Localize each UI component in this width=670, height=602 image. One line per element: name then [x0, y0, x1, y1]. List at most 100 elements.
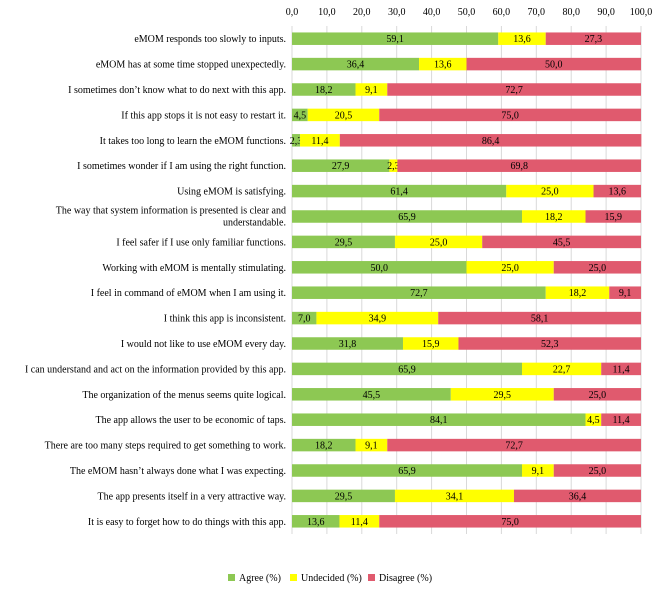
- category-label: eMOM has at some time stopped unexpected…: [96, 60, 286, 71]
- data-label: 72,7: [410, 288, 428, 299]
- data-label: 2,3: [290, 136, 303, 147]
- data-label: 25,0: [589, 263, 607, 274]
- bar-segment: [402, 337, 459, 350]
- category-label: I feel in command of eMOM when I am usin…: [91, 288, 286, 299]
- data-label: 27,3: [585, 34, 603, 45]
- data-label: 45,5: [363, 390, 381, 401]
- bar-segment: [593, 184, 641, 198]
- category-label: I feel safer if I use only familiar func…: [116, 237, 286, 248]
- data-label: 65,9: [398, 466, 416, 477]
- bar-segment: [292, 286, 546, 299]
- category-label: Using eMOM is satisfying.: [177, 187, 286, 198]
- bar-segment: [292, 235, 395, 249]
- bar-segment: [292, 159, 390, 172]
- data-label: 59,1: [386, 34, 404, 45]
- x-tick-label: 80,0: [562, 7, 580, 18]
- x-tick-label: 50,0: [458, 7, 476, 18]
- bar-segment: [292, 438, 356, 452]
- bar-segment: [394, 489, 514, 503]
- data-label: 15,9: [605, 212, 623, 223]
- data-label: 13,6: [307, 517, 325, 528]
- bar-segment: [307, 108, 380, 122]
- data-label: 11,4: [311, 136, 328, 147]
- data-label: 72,7: [505, 441, 523, 452]
- x-tick-label: 40,0: [423, 7, 441, 18]
- data-label: 86,4: [482, 136, 500, 147]
- bar-segment: [292, 184, 507, 198]
- bar-segment: [292, 311, 317, 325]
- data-label: 25,0: [589, 466, 607, 477]
- data-label: 36,4: [569, 491, 587, 502]
- x-tick-label: 20,0: [353, 7, 371, 18]
- category-label: It takes too long to learn the eMOM func…: [100, 136, 286, 147]
- x-axis-ticks: 0,0 10,0 20,0 30,0 40,0 50,0 60,0 70,0 80,0 90,0 1…: [286, 7, 653, 18]
- data-label: 13,6: [434, 60, 452, 71]
- data-label: 29,5: [335, 237, 353, 248]
- data-label: 11,4: [613, 364, 630, 375]
- legend-swatch: [228, 574, 235, 581]
- bar-segment: [379, 515, 641, 528]
- category-label: I sometimes don’t know what to do next w…: [68, 85, 286, 96]
- bar-segment: [498, 32, 546, 45]
- data-label: 69,8: [510, 161, 528, 172]
- category-label: If this app stops it is not easy to rest…: [121, 110, 286, 121]
- category-label: The eMOM hasn’t always done what I was e…: [70, 466, 286, 477]
- bar-segment: [450, 388, 554, 401]
- x-tick-label: 60,0: [493, 7, 511, 18]
- legend-label: Undecided (%): [301, 573, 362, 584]
- data-label: 18,2: [545, 212, 563, 223]
- bars: 59,1 13,6 27,3 36,4 13,6 50,0 18,2 9,1 72,7 4,5 20…: [290, 32, 642, 528]
- data-label: 9,1: [532, 466, 545, 477]
- data-label: 50,0: [545, 60, 563, 71]
- category-label: The way that system information is prese…: [56, 206, 286, 217]
- legend-swatch: [290, 574, 297, 581]
- bar-segment: [513, 489, 641, 503]
- bar-segment: [394, 235, 483, 249]
- bar-segment: [482, 235, 641, 249]
- x-tick-label: 10,0: [318, 7, 336, 18]
- category-label: The app presents itself in a very attrac…: [98, 491, 286, 502]
- bar-segment: [609, 286, 641, 299]
- data-label: 11,4: [613, 415, 630, 426]
- data-label: 25,0: [501, 263, 519, 274]
- data-label: 31,8: [339, 339, 357, 350]
- bar-segment: [387, 83, 641, 96]
- category-label: I think this app is inconsistent.: [164, 314, 286, 325]
- bar-segment: [292, 388, 451, 401]
- data-label: 18,2: [315, 441, 333, 452]
- data-label: 11,4: [351, 517, 368, 528]
- x-tick-label: 90,0: [597, 7, 615, 18]
- bar-segment: [521, 210, 586, 223]
- bar-segment: [506, 184, 594, 198]
- data-label: 20,5: [335, 110, 353, 121]
- data-label: 75,0: [501, 517, 519, 528]
- bar-segment: [521, 464, 554, 477]
- legend-label: Disagree (%): [379, 573, 432, 584]
- bar-segment: [397, 159, 641, 172]
- data-label: 9,1: [619, 288, 632, 299]
- bar-segment: [458, 337, 641, 350]
- bar-segment: [316, 311, 439, 325]
- data-label: 13,6: [609, 187, 627, 198]
- data-label: 29,5: [335, 491, 353, 502]
- bar-segment: [292, 362, 522, 376]
- data-label: 4,5: [587, 415, 600, 426]
- data-label: 84,1: [430, 415, 448, 426]
- bar-segment: [545, 286, 610, 299]
- category-label: I would not like to use eMOM every day.: [121, 339, 286, 350]
- gridlines: [291, 26, 642, 534]
- category-label: eMOM responds too slowly to inputs.: [134, 34, 286, 45]
- data-label: 75,0: [501, 110, 519, 121]
- data-label: 45,5: [553, 237, 571, 248]
- category-label: It is easy to forget how to do things wi…: [88, 517, 286, 528]
- bar-segment: [387, 438, 641, 452]
- bar-segment: [601, 413, 641, 426]
- data-label: 50,0: [371, 263, 389, 274]
- bar-segment: [292, 261, 467, 274]
- bar-segment: [355, 83, 388, 96]
- category-label: The app allows the user to be economic o…: [96, 415, 287, 426]
- bar-segment: [521, 362, 602, 376]
- bar-segment: [419, 57, 467, 71]
- x-tick-label: 30,0: [388, 7, 406, 18]
- bar-segment: [292, 515, 340, 528]
